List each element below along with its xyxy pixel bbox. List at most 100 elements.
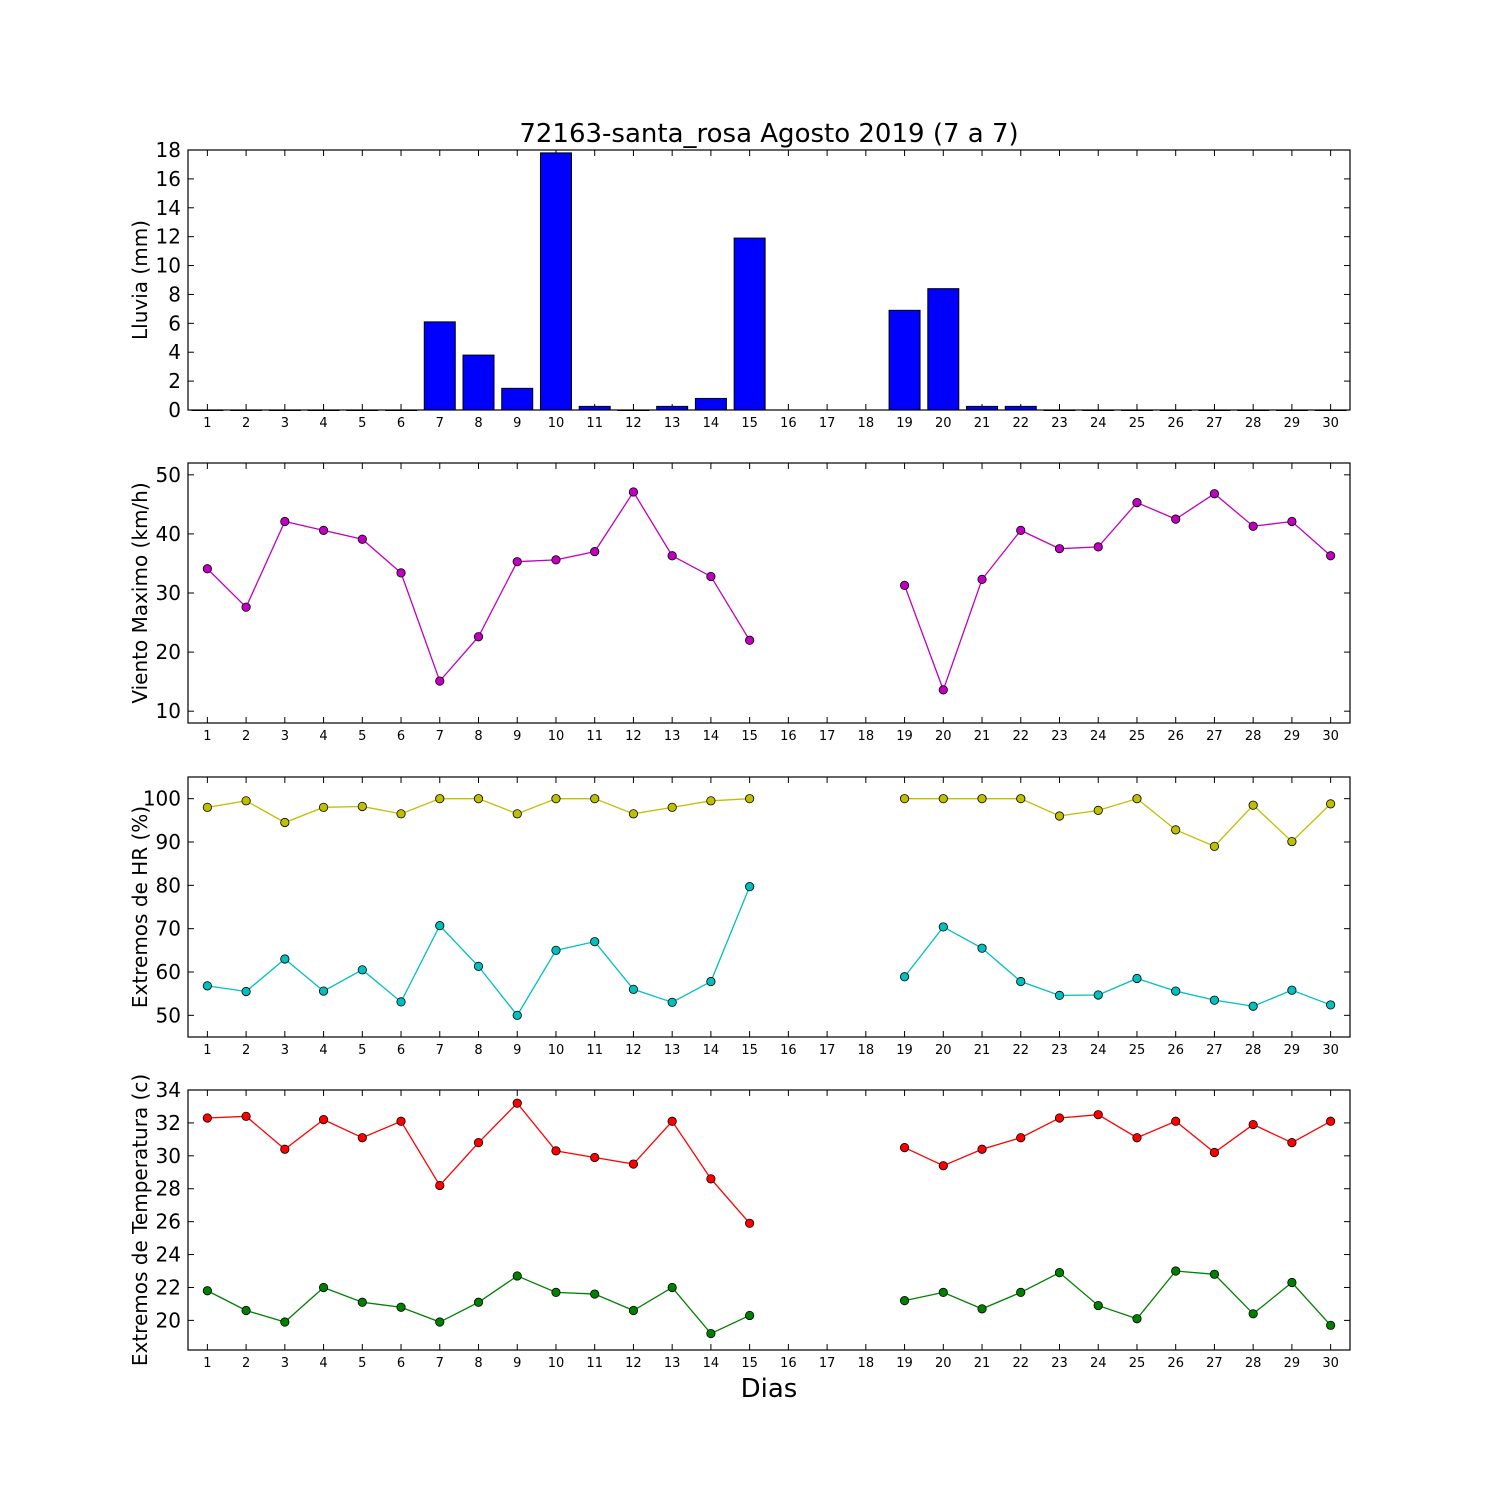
data-point	[357, 965, 367, 975]
data-point	[1248, 521, 1258, 531]
x-tick-label: 12	[625, 416, 642, 431]
data-point	[1093, 542, 1103, 552]
data-point	[1093, 805, 1103, 815]
data-point	[435, 1317, 445, 1327]
data-point	[396, 1116, 406, 1126]
x-tick-label: 25	[1129, 1356, 1146, 1371]
y-tick-label: 10	[156, 254, 181, 278]
x-tick-label: 1	[203, 729, 211, 744]
x-tick-label: 28	[1245, 416, 1262, 431]
data-point	[590, 1289, 600, 1299]
x-tick-label: 13	[664, 416, 681, 431]
x-tick-label: 24	[1090, 729, 1107, 744]
bar	[539, 152, 572, 411]
x-tick-label: 30	[1322, 416, 1339, 431]
data-point	[938, 922, 948, 932]
x-tick-label: 24	[1090, 1356, 1107, 1371]
x-tick-label: 17	[819, 1043, 836, 1058]
data-point	[1171, 986, 1181, 996]
x-tick-label: 12	[625, 1043, 642, 1058]
data-point	[512, 1010, 522, 1020]
data-point	[1326, 799, 1336, 809]
data-point	[1287, 516, 1297, 527]
data-point	[706, 1328, 716, 1339]
data-point	[1093, 1300, 1103, 1311]
x-tick-label: 15	[741, 416, 758, 431]
data-point	[473, 794, 484, 804]
data-point	[473, 1297, 484, 1307]
data-point	[1132, 1133, 1142, 1143]
x-tick-label: 14	[703, 416, 720, 431]
data-point	[357, 534, 367, 544]
data-point	[473, 632, 484, 642]
data-point	[667, 1116, 677, 1126]
x-tick-label: 25	[1129, 1043, 1146, 1058]
x-tick-label: 4	[319, 729, 327, 744]
data-point	[1326, 1116, 1336, 1126]
x-tick-label: 10	[548, 416, 565, 431]
y-tick-label: 18	[156, 138, 181, 162]
bar	[462, 354, 495, 411]
x-tick-label: 16	[780, 729, 797, 744]
data-point	[241, 1305, 251, 1316]
data-point	[1209, 489, 1220, 499]
x-tick-label: 13	[664, 1043, 681, 1058]
data-point	[628, 1159, 639, 1169]
x-tick-label: 11	[586, 416, 603, 431]
series-line	[903, 492, 1332, 692]
data-point	[1287, 836, 1297, 847]
data-point	[1016, 976, 1026, 987]
y-tick-label: 50	[156, 463, 181, 487]
x-tick-label: 3	[281, 729, 289, 744]
x-tick-label: 30	[1322, 729, 1339, 744]
data-point	[1209, 1147, 1220, 1158]
x-tick-label: 7	[436, 416, 444, 431]
data-point	[551, 1287, 561, 1298]
x-tick-label: 11	[586, 1356, 603, 1371]
y-tick-label: 4	[168, 340, 181, 364]
data-point	[1209, 841, 1220, 851]
x-tick-label: 15	[741, 1043, 758, 1058]
x-tick-label: 10	[548, 729, 565, 744]
data-point	[977, 794, 987, 804]
x-tick-label: 2	[242, 1356, 250, 1371]
bar	[501, 387, 534, 411]
y-tick-label: 14	[156, 196, 181, 220]
x-tick-label: 26	[1167, 1043, 1184, 1058]
x-tick-label: 27	[1206, 1356, 1223, 1371]
data-point	[1248, 1001, 1258, 1011]
x-tick-label: 19	[896, 1356, 913, 1371]
x-tick-label: 21	[974, 416, 991, 431]
y-tick-label: 100	[143, 787, 181, 811]
data-point	[628, 809, 639, 819]
data-point	[1287, 985, 1297, 995]
y-tick-label: 24	[156, 1243, 181, 1267]
data-point	[551, 555, 561, 565]
y-tick-label: 26	[156, 1210, 181, 1234]
x-tick-label: 5	[358, 1043, 366, 1058]
x-tick-label: 7	[436, 1356, 444, 1371]
data-point	[1054, 1113, 1065, 1123]
x-tick-label: 26	[1167, 1356, 1184, 1371]
x-tick-label: 1	[203, 416, 211, 431]
x-tick-label: 20	[935, 1043, 952, 1058]
data-point	[628, 984, 639, 994]
x-tick-label: 28	[1245, 1043, 1262, 1058]
data-point	[1132, 497, 1142, 508]
x-tick-label: 30	[1322, 1356, 1339, 1371]
data-point	[473, 961, 484, 971]
data-point	[590, 1152, 600, 1163]
x-tick-label: 10	[548, 1356, 565, 1371]
x-tick-label: 3	[281, 1356, 289, 1371]
series-line	[904, 1114, 1331, 1167]
data-point	[667, 551, 677, 561]
x-tick-label: 15	[741, 729, 758, 744]
x-tick-label: 16	[780, 1043, 797, 1058]
data-point	[977, 1304, 987, 1314]
x-tick-label: 22	[1012, 416, 1029, 431]
y-tick-label: 10	[156, 699, 181, 723]
x-tick-label: 18	[858, 1356, 875, 1371]
data-point	[1326, 551, 1336, 561]
